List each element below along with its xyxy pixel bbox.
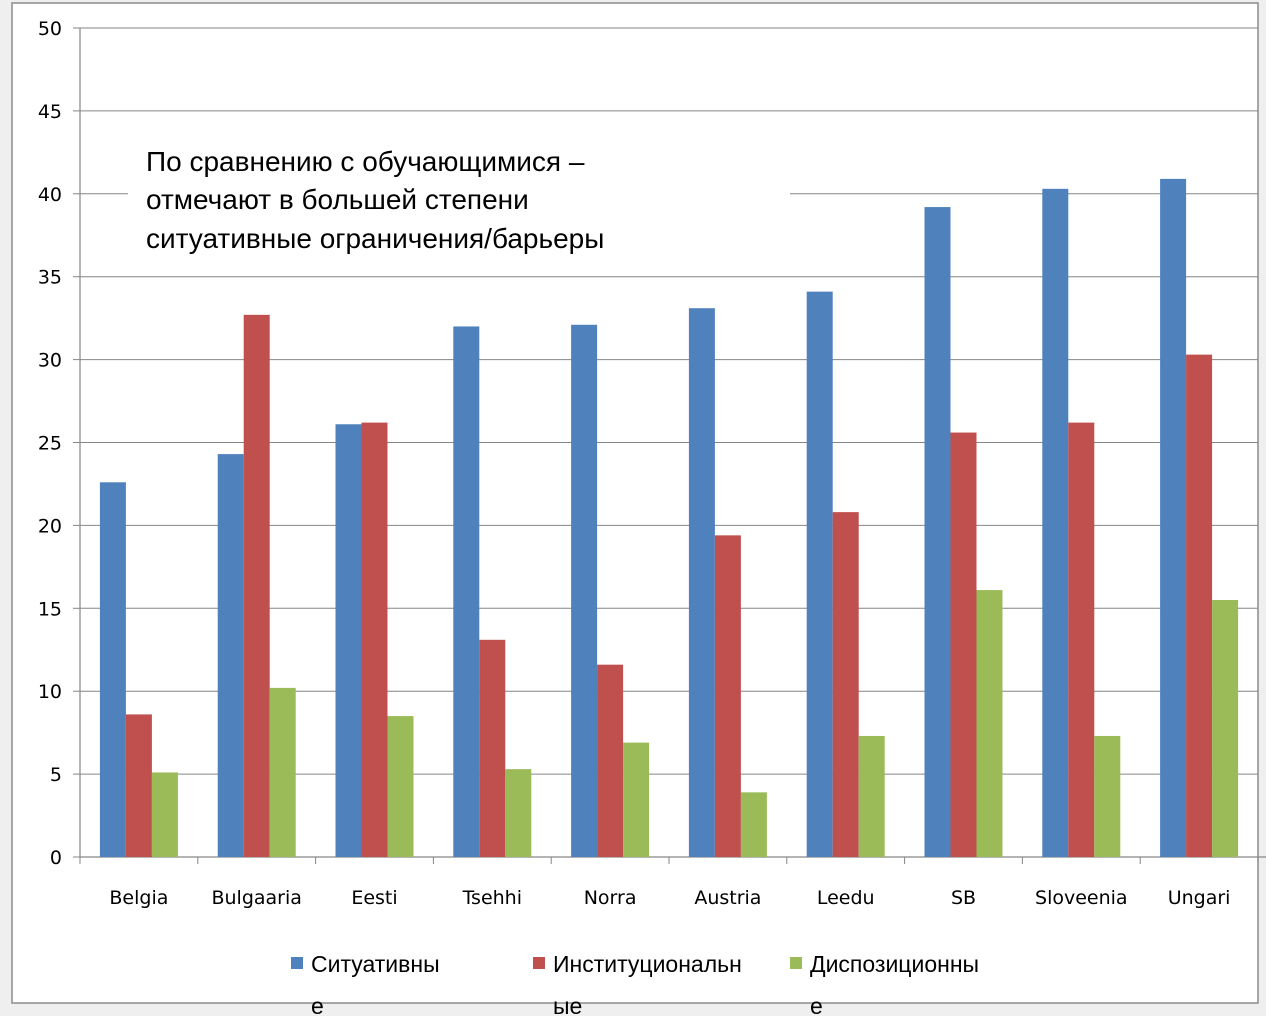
- annotation-line: ситуативные ограничения/барьеры: [146, 223, 604, 254]
- bar-situational: [1160, 178, 1187, 858]
- y-tick-label: 35: [38, 267, 62, 289]
- legend-label-wrap: ые: [553, 993, 582, 1016]
- x-tick-label: Belgia: [109, 887, 168, 909]
- x-tick-label: SB: [951, 887, 976, 909]
- x-tick-label: Ungari: [1168, 887, 1231, 909]
- bar-dispositional: [623, 742, 650, 857]
- y-tick-label: 5: [50, 764, 62, 786]
- bar-situational: [99, 482, 126, 857]
- bar-situational: [688, 308, 715, 857]
- bar-situational: [924, 207, 951, 858]
- bar-dispositional: [740, 792, 767, 857]
- y-tick-label: 30: [38, 350, 62, 372]
- bar-institutional: [1186, 354, 1213, 857]
- legend-swatch: [533, 957, 545, 969]
- x-tick-label: Sloveenia: [1035, 887, 1128, 909]
- bar-institutional: [950, 432, 977, 857]
- y-tick-label: 10: [38, 681, 62, 703]
- bar-institutional: [243, 314, 270, 858]
- legend-label-wrap: е: [810, 993, 823, 1016]
- bar-dispositional: [387, 716, 414, 857]
- bar-institutional: [597, 664, 624, 857]
- x-tick-label: Norra: [584, 887, 637, 909]
- legend-label: Институциональн: [553, 951, 742, 977]
- legend-swatch: [790, 957, 802, 969]
- legend-label: Ситуативны: [311, 951, 440, 977]
- bar-dispositional: [1212, 600, 1239, 857]
- bar-institutional: [714, 535, 741, 857]
- y-tick-label: 15: [38, 598, 62, 620]
- y-tick-label: 50: [38, 18, 62, 40]
- annotation-line: отмечают в большей степени: [146, 184, 529, 215]
- y-tick-label: 0: [50, 847, 62, 869]
- bar-situational: [1042, 188, 1069, 858]
- y-tick-label: 25: [38, 433, 62, 455]
- bar-situational: [217, 454, 244, 857]
- bar-situational: [335, 424, 362, 857]
- x-tick-label: Tsehhi: [462, 887, 522, 909]
- legend-label: Диспозиционны: [810, 951, 979, 977]
- x-tick-label: Bulgaaria: [211, 887, 301, 909]
- bar-institutional: [125, 714, 152, 857]
- bar-institutional: [832, 512, 859, 857]
- bar-situational: [453, 326, 480, 857]
- y-tick-label: 40: [38, 184, 62, 206]
- bar-situational: [806, 291, 833, 857]
- bar-dispositional: [151, 772, 178, 857]
- bar-dispositional: [269, 687, 296, 857]
- bar-institutional: [479, 639, 506, 857]
- bar-dispositional: [1094, 735, 1121, 857]
- x-tick-label: Eesti: [351, 887, 397, 909]
- bar-dispositional: [858, 735, 885, 857]
- bar-institutional: [361, 422, 388, 857]
- bar-dispositional: [505, 769, 532, 857]
- bar-dispositional: [976, 590, 1003, 857]
- y-tick-label: 20: [38, 515, 62, 537]
- x-tick-label: Austria: [694, 887, 761, 909]
- y-tick-label: 45: [38, 101, 62, 123]
- bar-institutional: [1068, 422, 1095, 857]
- annotation-background: [128, 138, 790, 273]
- annotation-line: По сравнению с обучающимися –: [146, 146, 585, 177]
- x-tick-label: Leedu: [817, 887, 875, 909]
- legend-label-wrap: е: [311, 993, 324, 1016]
- legend-swatch: [291, 957, 303, 969]
- bar-situational: [571, 324, 598, 858]
